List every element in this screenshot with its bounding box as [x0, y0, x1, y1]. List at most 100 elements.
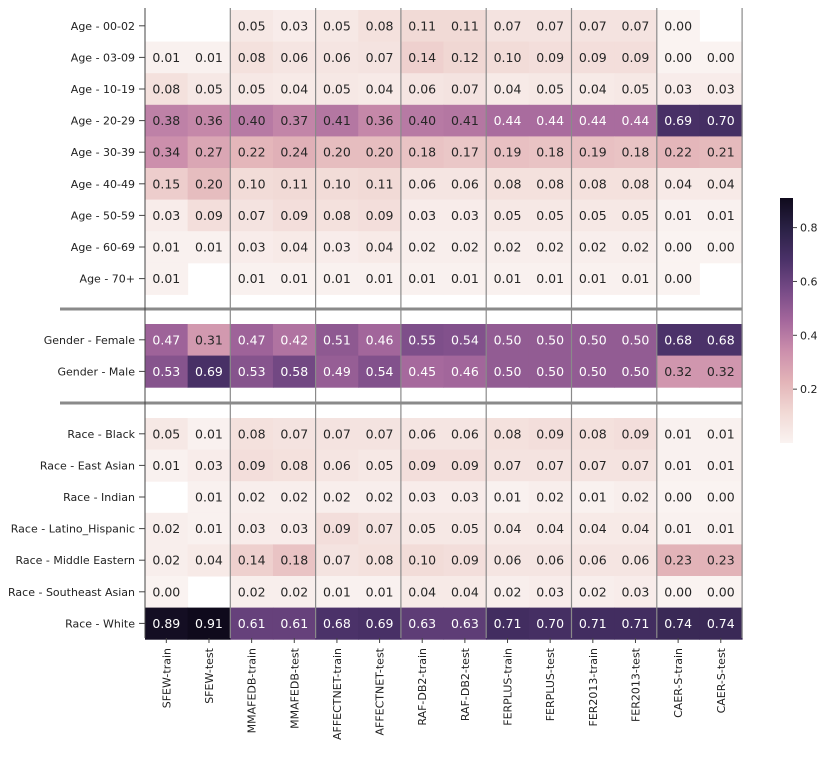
cell-value: 0.09 — [195, 208, 223, 223]
cell-age-10-19-affectnet-test — [358, 73, 402, 106]
cell-race-east-asian-sfew-test — [187, 449, 231, 482]
cell-race-black-mmafedb-test — [272, 418, 317, 451]
cell-value: 0.50 — [494, 332, 522, 347]
cell-age-40-49-raf-db2-test — [443, 168, 487, 201]
cell-age-03-09-ferplus-test — [528, 41, 572, 74]
cell-value: 0.69 — [664, 113, 692, 128]
cell-race-white-ferplus-test — [528, 607, 572, 640]
cell-age-20-29-mmafedb-train — [230, 104, 274, 137]
cell-value: 0.17 — [451, 145, 479, 160]
cell-age-60-69-ferplus-test — [528, 231, 572, 264]
cell-age-10-19-raf-db2-test — [443, 73, 487, 106]
cell-gender-female-mmafedb-train — [230, 324, 274, 357]
cell-value: 0.05 — [494, 208, 522, 223]
cell-value: 0.14 — [408, 50, 436, 65]
cell-race-white-sfew-train — [145, 607, 189, 640]
cell-race-black-sfew-test — [187, 418, 231, 451]
cell-age-60-69-ferplus-train — [486, 231, 530, 264]
cell-value: 0.89 — [152, 616, 180, 631]
cell-value: 0.01 — [323, 584, 351, 599]
cell-value: 0.09 — [238, 458, 266, 473]
cell-value: 0.02 — [152, 521, 180, 536]
cell-age-40-49-mmafedb-train — [230, 168, 274, 201]
cell-value: 0.04 — [408, 584, 436, 599]
cell-value: 0.01 — [579, 490, 607, 505]
cell-value: 0.03 — [664, 82, 692, 97]
cell-age-10-19-fer2013-train — [571, 73, 615, 106]
cell-value: 0.04 — [280, 240, 308, 255]
cell-value: 0.09 — [408, 458, 436, 473]
cell-race-middle-eastern-caer-s-train — [656, 544, 700, 577]
cell-value: 0.03 — [195, 458, 223, 473]
cell-age-40-49-sfew-train — [145, 168, 189, 201]
column-label-mmafedb-test: MMAFEDB-test — [288, 647, 301, 729]
cell-age-00-02-raf-db2-test — [443, 10, 487, 43]
cell-age-30-39-fer2013-test — [614, 136, 658, 169]
cell-value: 0.04 — [195, 553, 223, 568]
cell-value: 0.11 — [408, 18, 436, 33]
cell-age-20-29-mmafedb-test — [272, 104, 317, 137]
cell-race-indian-sfew-test — [187, 481, 231, 514]
cell-value: 0.03 — [152, 208, 180, 223]
row-label-race-indian: Race - Indian — [63, 491, 135, 504]
cell-value: 0.07 — [323, 426, 351, 441]
cell-value: 0.15 — [152, 176, 180, 191]
cell-value: 0.02 — [536, 490, 564, 505]
cell-value: 0.50 — [579, 332, 607, 347]
cell-race-east-asian-affectnet-test — [358, 449, 402, 482]
cell-race-black-ferplus-test — [528, 418, 572, 451]
cell-age-40-49-mmafedb-test — [272, 168, 317, 201]
cell-race-latino-hispanic-mmafedb-test — [272, 512, 317, 545]
cell-value: 0.03 — [408, 208, 436, 223]
row-label-age-20-29: Age - 20-29 — [71, 115, 135, 128]
cell-gender-male-fer2013-test — [614, 355, 658, 388]
cell-value: 0.00 — [664, 18, 692, 33]
cell-age-50-59-raf-db2-test — [443, 199, 487, 232]
cell-age-70-raf-db2-train — [400, 262, 445, 295]
cell-race-southeast-asian-caer-s-train — [656, 576, 700, 609]
cell-value: 0.04 — [451, 584, 479, 599]
cell-age-20-29-fer2013-test — [614, 104, 658, 137]
row-label-age-03-09: Age - 03-09 — [71, 51, 135, 64]
cell-gender-female-sfew-test — [187, 324, 231, 357]
cell-value: 0.02 — [536, 240, 564, 255]
cell-gender-male-affectnet-train — [315, 355, 359, 388]
cell-value: 0.01 — [366, 271, 394, 286]
cell-value: 0.01 — [494, 490, 522, 505]
cell-value: 0.01 — [366, 584, 394, 599]
cell-value: 0.50 — [536, 332, 564, 347]
colorbar-tick-label: 0.2 — [800, 383, 818, 396]
cell-age-70-fer2013-train — [571, 262, 615, 295]
cell-value: 0.06 — [323, 458, 351, 473]
cell-value: 0.46 — [451, 364, 479, 379]
cell-value: 0.02 — [622, 240, 650, 255]
cell-age-40-49-caer-s-test — [699, 168, 743, 201]
cell-value: 0.04 — [579, 82, 607, 97]
cell-value: 0.08 — [323, 208, 351, 223]
cell-value: 0.31 — [195, 332, 223, 347]
row-label-age-50-59: Age - 50-59 — [71, 209, 135, 222]
cell-value: 0.05 — [366, 458, 394, 473]
cell-value: 0.50 — [622, 332, 650, 347]
cell-age-60-69-mmafedb-train — [230, 231, 274, 264]
row-label-age-70: Age - 70+ — [80, 273, 135, 286]
cell-age-20-29-sfew-train — [145, 104, 189, 137]
cell-value: 0.07 — [579, 18, 607, 33]
cell-value: 0.11 — [280, 176, 308, 191]
cell-value: 0.02 — [152, 553, 180, 568]
cell-age-70-sfew-train — [145, 262, 189, 295]
cell-value: 0.02 — [579, 584, 607, 599]
column-label-caer-s-test: CAER-S-test — [715, 647, 728, 713]
cell-race-middle-eastern-ferplus-test — [528, 544, 572, 577]
column-label-ferplus-train: FERPLUS-train — [502, 648, 515, 726]
row-label-age-60-69: Age - 60-69 — [71, 241, 135, 254]
cell-value: 0.01 — [536, 271, 564, 286]
cell-age-40-49-fer2013-test — [614, 168, 658, 201]
cell-age-50-59-sfew-train — [145, 199, 189, 232]
cell-value: 0.09 — [451, 553, 479, 568]
cell-value: 0.54 — [451, 332, 479, 347]
cell-age-60-69-affectnet-train — [315, 231, 359, 264]
cell-value: 0.08 — [494, 426, 522, 441]
cell-race-latino-hispanic-ferplus-train — [486, 512, 530, 545]
cell-value: 0.09 — [280, 208, 308, 223]
